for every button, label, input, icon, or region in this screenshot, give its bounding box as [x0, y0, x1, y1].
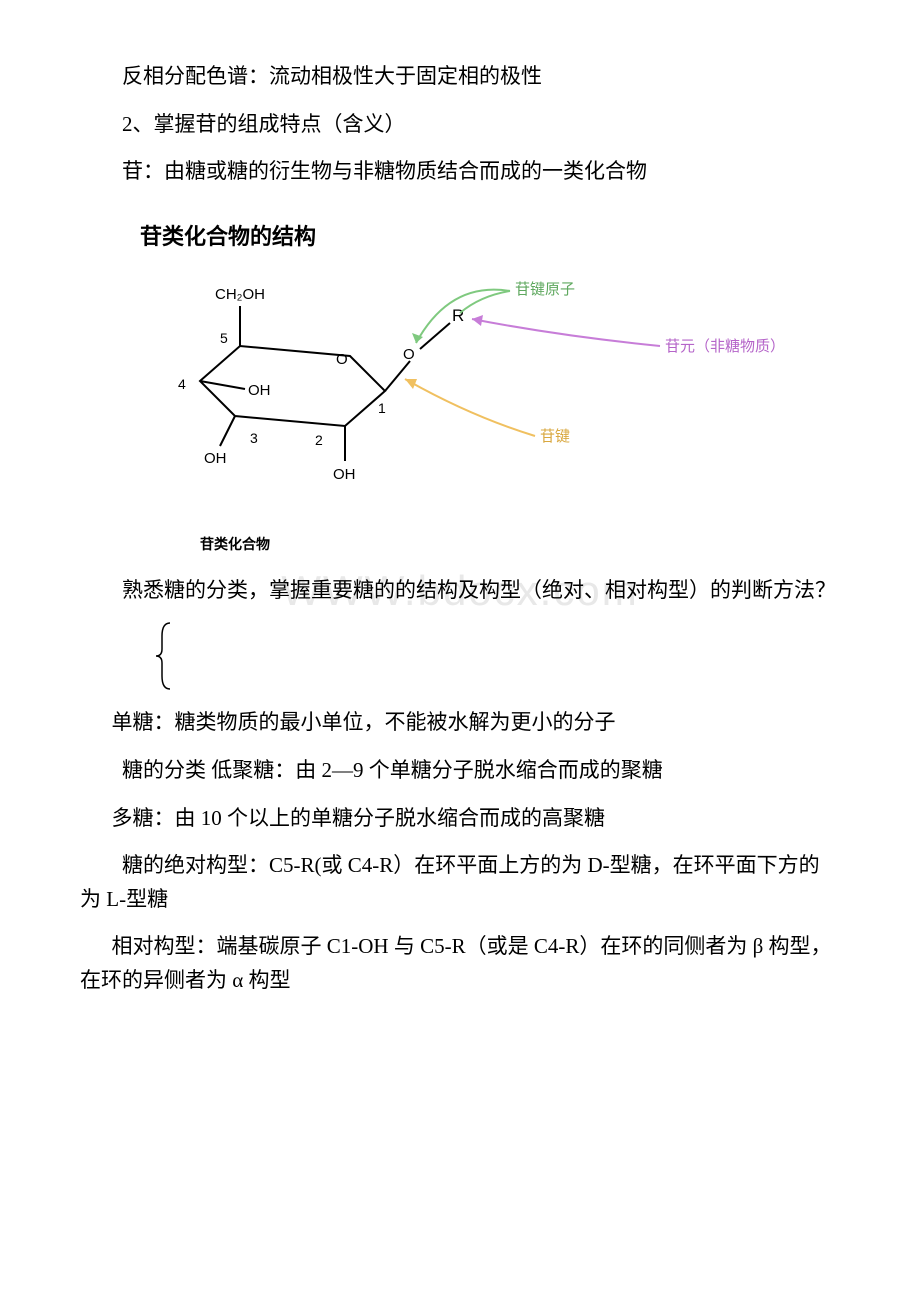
annotation-aglycone: 苷元（非糖物质）: [665, 338, 785, 355]
pos-4: 4: [178, 376, 186, 392]
ch2oh-label: CH₂OH: [215, 286, 265, 303]
diagram-caption: 苷类化合物: [200, 534, 840, 554]
arrow-aglycone: [472, 319, 660, 346]
c3-oh-label: OH: [204, 450, 227, 467]
o-r-bond: [420, 323, 450, 349]
ring-o-label: O: [336, 351, 348, 368]
diagram-title: 苷类化合物的结构: [140, 219, 840, 251]
paragraph-monosaccharide: 单糖：糖类物质的最小单位，不能被水解为更小的分子: [80, 706, 840, 740]
paragraph-polysaccharide: 多糖：由 10 个以上的单糖分子脱水缩合而成的高聚糖: [80, 802, 840, 836]
c4-oh-label: OH: [248, 382, 271, 399]
paragraph-absolute-config: 糖的绝对构型：C5-R(或 C4-R）在环平面上方的为 D-型糖，在环平面下方的…: [80, 849, 840, 916]
paragraph-glycoside-def: 苷：由糖或糖的衍生物与非糖物质结合而成的一类化合物: [80, 155, 840, 189]
pos-3: 3: [250, 430, 258, 446]
paragraph-oligosaccharide: 糖的分类 低聚糖：由 2—9 个单糖分子脱水缩合而成的聚糖: [80, 754, 840, 788]
arrowhead-purple: [472, 315, 483, 326]
annotation-glycosidic-atom: 苷键原子: [515, 281, 575, 298]
c3-oh-bond: [220, 416, 235, 446]
glycoside-structure-diagram: CH₂OH O O R OH OH OH 1 2 3 4 5 苷键原子 苷元（非…: [120, 261, 840, 526]
paragraph-sugar-classification-q: 熟悉糖的分类，掌握重要糖的的结构及构型（绝对、相对构型）的判断方法？: [80, 574, 840, 608]
arrow-glycosidic-bond: [405, 379, 535, 436]
annotation-glycosidic-bond: 苷键: [540, 428, 570, 445]
paragraph-reverse-phase: 反相分配色谱：流动相极性大于固定相的极性: [80, 60, 840, 94]
paragraph-relative-config: 相对构型：端基碳原子 C1-OH 与 C5-R（或是 C4-R）在环的同侧者为 …: [80, 930, 840, 997]
c2-oh-label: OH: [333, 466, 356, 483]
c1-o-bond: [385, 361, 410, 391]
diagram-svg: CH₂OH O O R OH OH OH 1 2 3 4 5 苷键原子 苷元（非…: [120, 261, 820, 521]
r-label: R: [452, 306, 464, 325]
paragraph-glycoside-features: 2、掌握苷的组成特点（含义）: [80, 108, 840, 142]
pos-5: 5: [220, 330, 228, 346]
pos-1: 1: [378, 400, 386, 416]
brace-symbol: [152, 621, 840, 696]
glycosidic-o-label: O: [403, 346, 415, 363]
pos-2: 2: [315, 432, 323, 448]
